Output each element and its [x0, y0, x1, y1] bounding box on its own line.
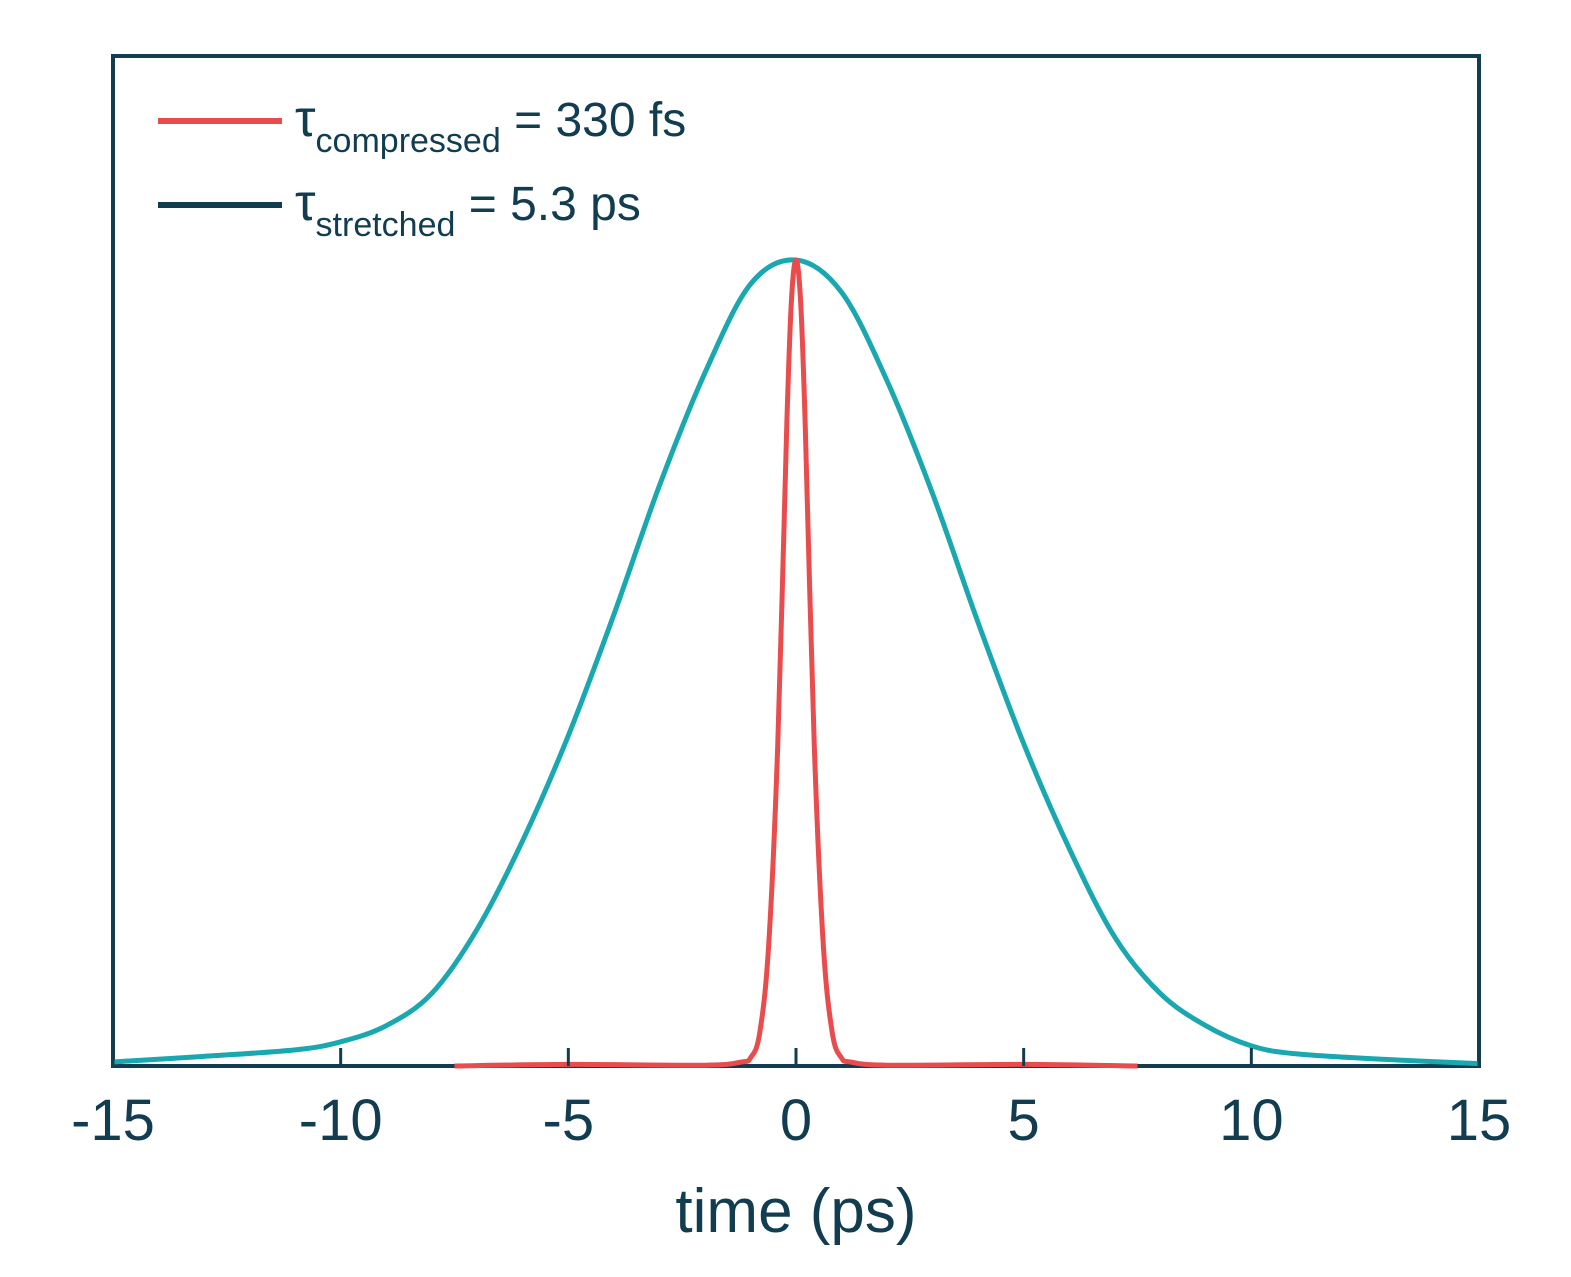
x-ticks: -15 -10 -5 0 5 10 15: [71, 1048, 1511, 1153]
curves: [112, 257, 1480, 1069]
x-tick-label: 5: [1008, 1088, 1040, 1153]
series-stretched-line: [112, 257, 1480, 1067]
legend-label-compressed: τcompressed = 330 fs: [295, 90, 686, 160]
x-tick-label: 10: [1219, 1088, 1284, 1153]
legend: τcompressed = 330 fs τstretched = 5.3 ps: [158, 90, 686, 244]
x-axis-label: time (ps): [675, 1177, 916, 1246]
x-tick-label: 0: [780, 1088, 812, 1153]
x-tick-label: 15: [1447, 1088, 1512, 1153]
x-tick-label: -15: [71, 1088, 155, 1153]
legend-label-stretched: τstretched = 5.3 ps: [295, 174, 641, 244]
series-compressed-line: [454, 257, 1138, 1069]
x-tick-label: -5: [543, 1088, 595, 1153]
x-tick-label: -10: [299, 1088, 383, 1153]
